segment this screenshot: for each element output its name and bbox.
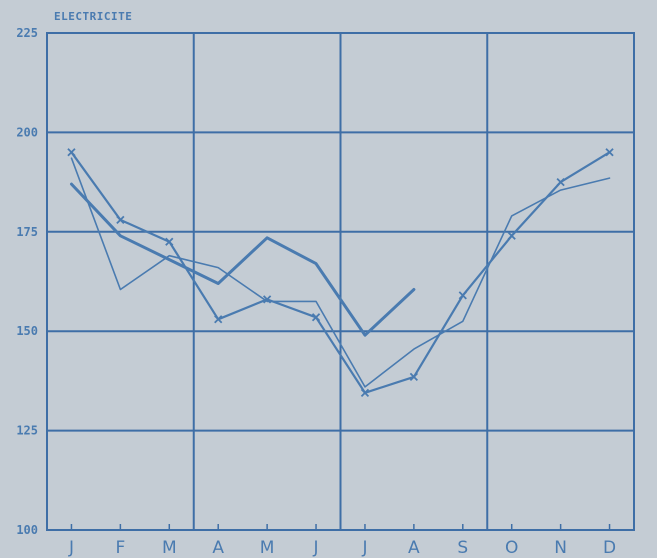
series-1-point xyxy=(214,315,223,324)
y-tick-label: 100 xyxy=(16,523,38,537)
y-tick-label: 225 xyxy=(16,26,38,40)
x-tick-label: D xyxy=(603,538,616,558)
x-tick-label: J xyxy=(68,538,74,558)
series-1-point xyxy=(605,148,614,157)
x-tick-label: N xyxy=(554,538,567,558)
series-1-point xyxy=(507,231,516,240)
y-tick-label: 200 xyxy=(16,125,38,139)
y-tick-label: 175 xyxy=(16,225,38,239)
x-tick-label: F xyxy=(115,538,125,558)
series-1-point xyxy=(458,291,467,300)
x-tick-label: M xyxy=(260,538,275,558)
series-line-3 xyxy=(70,182,416,337)
x-tick-label: J xyxy=(361,538,367,558)
x-tick-label: O xyxy=(505,538,518,558)
x-tick-label: J xyxy=(313,538,319,558)
x-tick-label: M xyxy=(162,538,177,558)
series-1-point xyxy=(360,388,370,397)
plot-frame xyxy=(46,32,635,531)
series-line-1 xyxy=(70,151,611,394)
chart-title: ELECTRICITE xyxy=(54,10,133,23)
series-1-point xyxy=(409,372,419,382)
x-tick-label: A xyxy=(408,538,420,558)
series-1-point xyxy=(165,237,174,246)
series-1-point xyxy=(311,313,321,322)
series-line-2 xyxy=(70,157,611,388)
x-tick-label: A xyxy=(212,538,224,558)
x-tick-label: S xyxy=(457,538,468,558)
y-tick-label: 150 xyxy=(16,324,38,338)
series-1-point xyxy=(67,148,76,157)
y-tick-label: 125 xyxy=(16,424,38,438)
series-1-point xyxy=(116,215,125,225)
series-1-point xyxy=(556,177,565,187)
